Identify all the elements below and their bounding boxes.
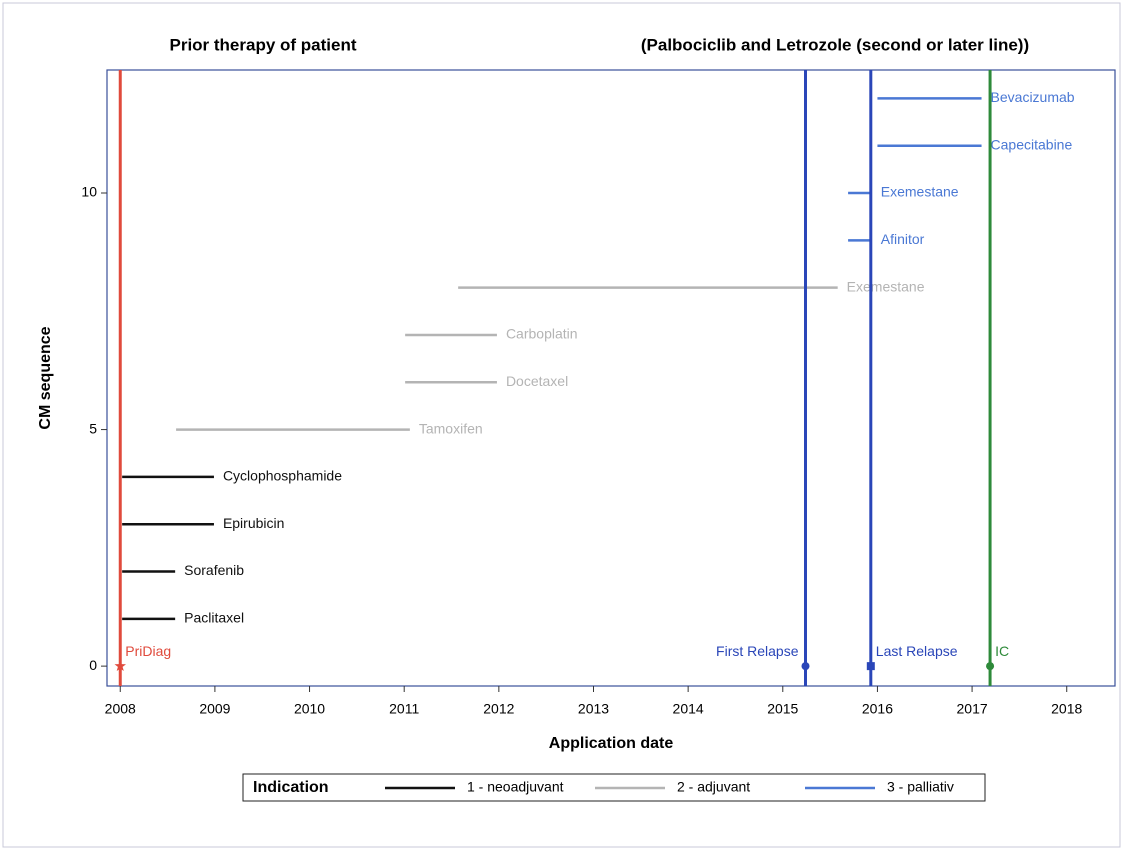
x-axis-label: Application date (549, 735, 674, 752)
x-tick-label: 2017 (957, 701, 988, 717)
therapy-label: Carboplatin (506, 326, 578, 342)
x-tick-label: 2011 (389, 701, 419, 717)
reference-marker (114, 660, 126, 671)
x-tick-label: 2016 (862, 701, 893, 717)
therapy-label: Capecitabine (991, 136, 1073, 152)
title-right: (Palbociclib and Letrozole (second or la… (641, 35, 1029, 54)
reference-label: PriDiag (125, 643, 171, 659)
therapy-label: Bevacizumab (991, 89, 1075, 105)
therapy-label: Cyclophosphamide (223, 468, 342, 484)
reference-label: Last Relapse (876, 643, 958, 659)
therapy-label: Epirubicin (223, 515, 284, 531)
reference-marker (986, 662, 995, 671)
therapy-label: Paclitaxel (184, 610, 244, 626)
reference-marker (801, 662, 810, 671)
legend-title: Indication (253, 779, 329, 796)
y-tick-label: 5 (89, 420, 97, 436)
title-left: Prior therapy of patient (169, 35, 356, 54)
therapy-label: Afinitor (881, 231, 925, 247)
therapy-label: Exemestane (881, 184, 959, 200)
plot-frame (106, 69, 1116, 687)
therapy-label: Exemestane (847, 278, 925, 294)
y-tick-label: 10 (81, 184, 97, 200)
x-tick-label: 2008 (105, 701, 136, 717)
reference-label: IC (995, 643, 1009, 659)
therapy-label: Sorafenib (184, 562, 244, 578)
legend-label: 2 - adjuvant (677, 779, 750, 795)
reference-marker (866, 662, 875, 671)
x-tick-label: 2009 (199, 701, 230, 717)
reference-label: First Relapse (716, 643, 799, 659)
x-tick-label: 2014 (673, 701, 704, 717)
x-tick-label: 2013 (578, 701, 609, 717)
x-tick-label: 2015 (767, 701, 798, 717)
therapy-label: Docetaxel (506, 373, 568, 389)
therapy-label: Tamoxifen (419, 420, 483, 436)
x-tick-label: 2012 (483, 701, 514, 717)
legend-label: 3 - palliativ (887, 779, 954, 795)
y-axis-label: CM sequence (37, 326, 54, 429)
x-tick-label: 2010 (294, 701, 325, 717)
x-tick-label: 2018 (1051, 701, 1082, 717)
y-tick-label: 0 (89, 657, 97, 673)
legend-label: 1 - neoadjuvant (467, 779, 564, 795)
